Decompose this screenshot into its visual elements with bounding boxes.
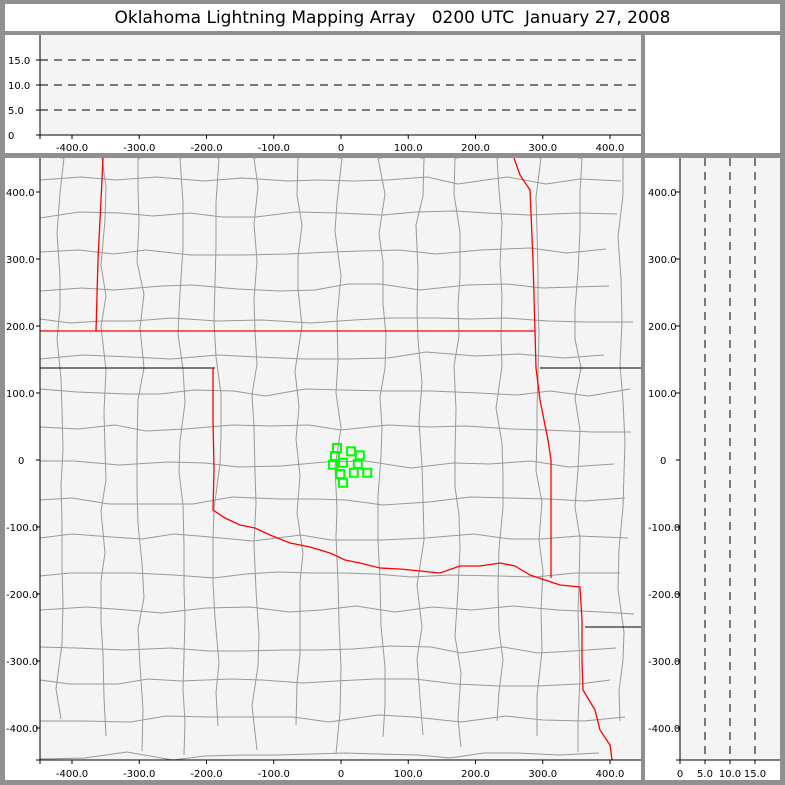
county-border — [40, 571, 620, 579]
empty-corner-panel — [645, 35, 780, 153]
county-border — [574, 158, 583, 752]
county-border — [100, 158, 107, 737]
y-tick-label: -200.0 — [6, 590, 38, 601]
x-tick-label: -100.0 — [258, 143, 290, 154]
y-tick-label: -100.0 — [648, 523, 680, 534]
y-tick-label: 400.0 — [6, 188, 35, 199]
x-tick-label: 15.0 — [744, 769, 766, 780]
x-tick-label: 0 — [677, 769, 683, 780]
county-border — [40, 678, 611, 687]
state-border — [513, 158, 552, 578]
lightning-source-marker — [362, 467, 373, 478]
county-border — [40, 714, 626, 723]
county-border — [40, 424, 631, 433]
county-border — [40, 496, 626, 506]
y-tick-label: 200.0 — [6, 322, 35, 333]
y-tick-label: 100.0 — [648, 389, 677, 400]
y-tick-label: 0 — [660, 456, 666, 467]
county-border — [40, 533, 629, 542]
county-border — [535, 158, 544, 736]
x-tick-label: 200.0 — [461, 769, 490, 780]
county-border — [334, 158, 343, 755]
y-tick-label: -300.0 — [648, 657, 680, 668]
county-border — [415, 158, 425, 736]
lightning-source-marker — [338, 457, 349, 468]
x-tick-label: 100.0 — [394, 769, 423, 780]
county-border — [136, 158, 145, 752]
y-tick-label: 100.0 — [6, 389, 35, 400]
county-border — [40, 751, 600, 760]
county-border — [177, 158, 186, 756]
county-border — [40, 351, 605, 360]
county-border — [212, 158, 222, 727]
y-tick-label: -100.0 — [6, 523, 38, 534]
x-tick-label: 200.0 — [461, 143, 490, 154]
x-tick-label: -200.0 — [190, 143, 222, 154]
y-tick-label: -300.0 — [6, 657, 38, 668]
lightning-source-marker — [327, 459, 338, 470]
y-tick-label: -400.0 — [648, 724, 680, 735]
x-tick-label: -400.0 — [56, 769, 88, 780]
state-border — [95, 158, 104, 332]
y-tick-label: 15.0 — [8, 56, 30, 67]
lightning-source-marker — [348, 467, 359, 478]
county-border — [617, 158, 626, 722]
y-tick-label: 0 — [8, 131, 14, 142]
state-boundary — [540, 367, 641, 628]
x-tick-label: 400.0 — [596, 143, 625, 154]
x-tick-label: -300.0 — [123, 769, 155, 780]
x-tick-label: 0 — [338, 769, 344, 780]
county-border — [40, 388, 631, 397]
x-tick-label: 10.0 — [719, 769, 741, 780]
county-border — [40, 210, 618, 219]
county-border — [377, 158, 387, 738]
county-border — [40, 283, 610, 292]
x-tick-label: 0 — [338, 143, 344, 154]
y-tick-label: 5.0 — [8, 106, 24, 117]
y-tick-label: 0 — [18, 456, 24, 467]
lightning-source-marker — [338, 477, 349, 488]
x-tick-label: 300.0 — [528, 143, 557, 154]
county-border — [40, 460, 615, 469]
county-border — [294, 158, 304, 726]
y-tick-label: 10.0 — [8, 81, 30, 92]
page-title: Oklahoma Lightning Mapping Array 0200 UT… — [5, 4, 780, 31]
y-tick-label: 300.0 — [6, 255, 35, 266]
x-tick-label: -200.0 — [190, 769, 222, 780]
y-tick-label: 300.0 — [648, 255, 677, 266]
y-tick-label: 200.0 — [648, 322, 677, 333]
y-tick-label: -400.0 — [6, 724, 38, 735]
x-tick-label: -300.0 — [123, 143, 155, 154]
county-border — [495, 158, 504, 722]
x-tick-label: 300.0 — [528, 769, 557, 780]
y-tick-label: -200.0 — [648, 590, 680, 601]
x-tick-label: 400.0 — [596, 769, 625, 780]
county-border — [40, 176, 622, 185]
y-tick-label: 400.0 — [648, 188, 677, 199]
county-border — [55, 158, 65, 720]
x-tick-label: -400.0 — [56, 143, 88, 154]
county-border — [40, 247, 607, 256]
state-border — [212, 368, 613, 760]
x-tick-label: 100.0 — [394, 143, 423, 154]
county-border — [453, 158, 462, 748]
county-border — [40, 317, 633, 324]
county-border — [251, 158, 260, 751]
map-layer — [40, 158, 641, 760]
x-tick-label: 5.0 — [697, 769, 713, 780]
county-border — [40, 645, 617, 654]
x-tick-label: -100.0 — [258, 769, 290, 780]
